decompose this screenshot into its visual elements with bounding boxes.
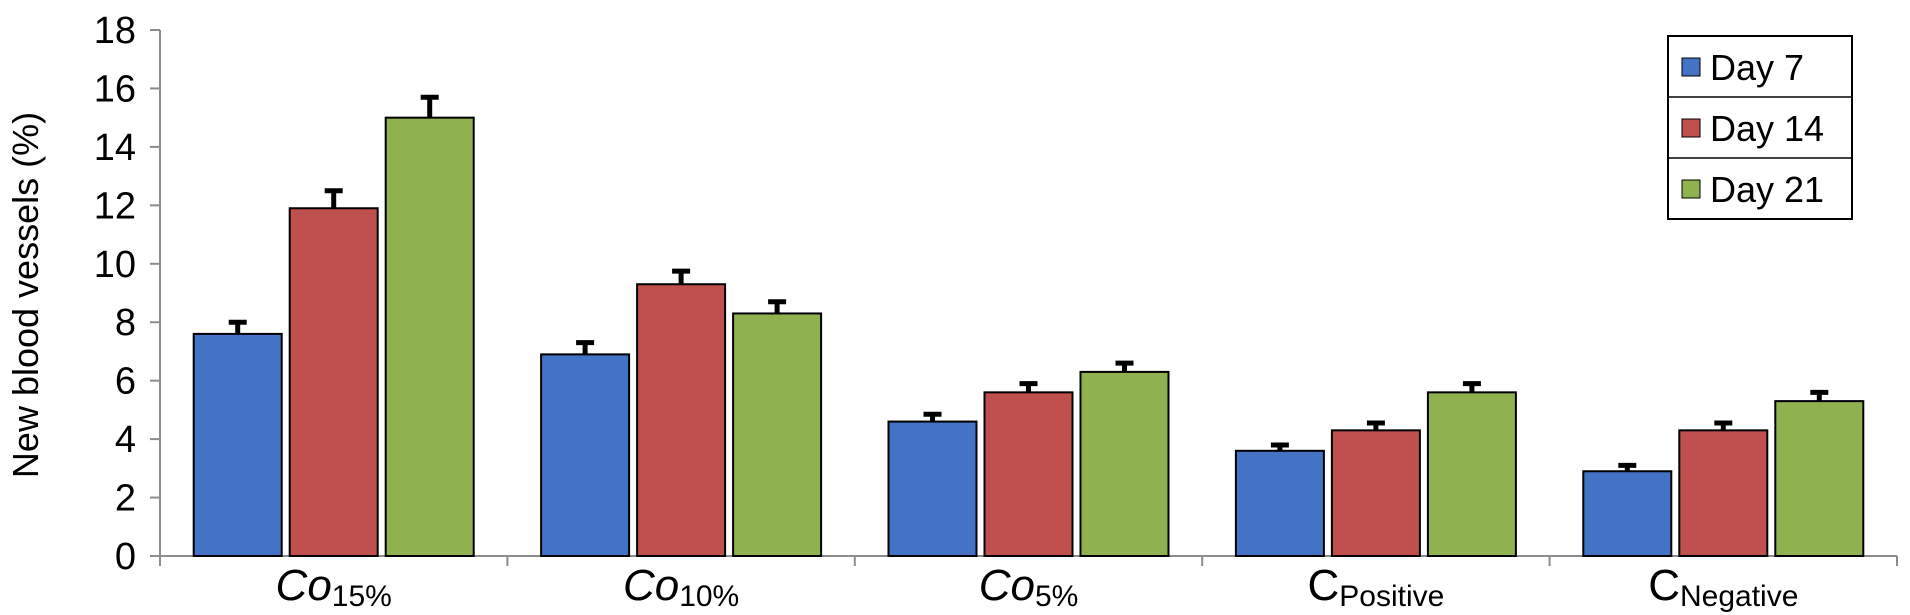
bar (636, 283, 727, 557)
bar (983, 391, 1074, 557)
legend-swatch (1681, 57, 1701, 77)
x-tick-label-subscript: 10% (679, 580, 739, 613)
bar (1426, 391, 1517, 557)
x-tick-label-subscript: Negative (1680, 580, 1798, 613)
x-tick-label-subscript: Positive (1339, 580, 1444, 613)
legend: Day 7 Day 14 Day 21 (1667, 35, 1853, 220)
y-tick-label: 6 (115, 361, 136, 403)
legend-label: Day 7 (1710, 47, 1804, 88)
bar (1330, 429, 1421, 558)
y-axis-title: New blood vessels (%) (5, 112, 46, 478)
bar (1678, 429, 1769, 558)
bar (1234, 449, 1325, 557)
x-tick-label-subscript: 5% (1035, 580, 1078, 613)
bar (1079, 370, 1170, 557)
legend-label: Day 14 (1710, 108, 1824, 149)
bar (192, 332, 283, 557)
bar (540, 353, 631, 557)
legend-swatch (1681, 118, 1701, 138)
x-tick-label-subscript: 15% (332, 580, 392, 613)
bar (732, 312, 823, 558)
y-tick-label: 12 (94, 185, 136, 227)
legend-label: Day 21 (1710, 169, 1824, 210)
x-tick-label: Co15% (276, 561, 392, 613)
x-tick-label: CNegative (1648, 561, 1798, 613)
bar (887, 420, 978, 558)
x-tick-label-main: Co (276, 561, 332, 610)
x-tick-label: CPositive (1307, 561, 1444, 613)
y-tick-label: 14 (94, 127, 136, 169)
bar (1582, 470, 1673, 557)
y-tick-label: 16 (94, 68, 136, 110)
x-tick-label-main: Co (623, 561, 679, 610)
bar (288, 207, 379, 557)
x-tick-label: Co5% (979, 561, 1079, 613)
y-tick-label: 2 (115, 478, 136, 520)
y-tick-label: 18 (94, 10, 136, 52)
legend-swatch (1681, 179, 1701, 199)
bar (1774, 400, 1865, 557)
y-tick-label: 10 (94, 244, 136, 286)
x-tick-label: Co10% (623, 561, 739, 613)
x-tick-label-main: C (1307, 561, 1339, 610)
y-tick-label: 0 (115, 536, 136, 578)
x-tick-label-main: Co (979, 561, 1035, 610)
y-tick-label: 8 (115, 302, 136, 344)
x-tick-label-main: C (1648, 561, 1680, 610)
bar (384, 116, 475, 558)
y-tick-label: 4 (115, 419, 136, 461)
